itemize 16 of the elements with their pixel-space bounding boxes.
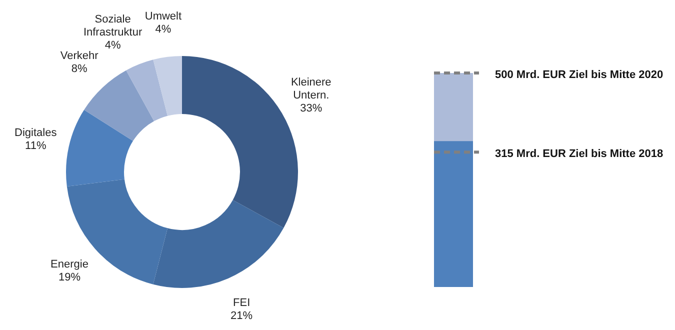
slice-label: Kleinere Untern. [290,76,332,102]
ref-line-label: 315 Mrd. EUR Ziel bis Mitte 2018 [495,148,664,160]
data-label: 4% [155,24,172,36]
data-label: 4% [104,40,121,52]
slice-label: Energie [50,258,88,271]
slice-label: Soziale Infrastruktur [83,14,142,39]
data-label: 19% [58,272,81,284]
slice-label: Verkehr [60,50,99,62]
data-label: 11% [25,140,46,152]
data-label: 21% [230,310,253,322]
slice-label: Digitales [14,126,58,139]
slice-label: Umwelt [144,10,182,23]
data-label: 8% [71,63,88,76]
data-label: 33% [300,102,322,115]
slice-label: FEI [233,297,250,310]
ref-line-label: 500 Mrd. EUR Ziel bis Mitte 2020 [495,69,664,82]
